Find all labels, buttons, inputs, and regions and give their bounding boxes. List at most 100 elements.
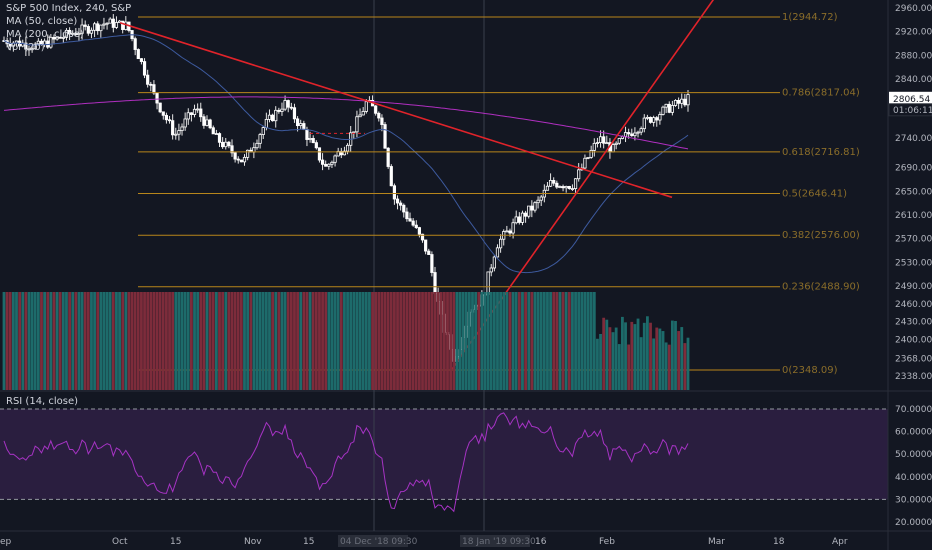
volume-bar <box>680 327 684 390</box>
volume-bar <box>536 292 540 390</box>
candle-body <box>623 132 628 137</box>
volume-bar <box>452 292 456 390</box>
candle-body <box>592 142 596 151</box>
volume-bar <box>208 292 212 390</box>
volume-bar <box>239 292 243 390</box>
candle-body <box>530 205 534 211</box>
fib-level-label: 1(2944.72) <box>782 12 838 23</box>
volume-bar <box>408 292 412 390</box>
candle-body <box>642 117 646 130</box>
volume-bar <box>11 292 15 390</box>
candle-body <box>595 142 600 144</box>
volume-bar <box>602 317 606 390</box>
volume-bar <box>121 292 125 390</box>
candle-body <box>280 108 284 112</box>
volume-bar <box>555 292 559 390</box>
rsi-band <box>0 409 888 500</box>
volume-bar <box>243 292 246 390</box>
volume-bar <box>293 292 296 390</box>
volume-bar <box>174 292 178 390</box>
volume-bar <box>405 292 409 390</box>
volume-bar <box>592 292 596 390</box>
candle-body <box>345 144 350 152</box>
candle-body <box>267 114 272 120</box>
volume-bar <box>180 292 184 390</box>
candle-body <box>214 133 218 135</box>
volume-bar <box>18 292 22 390</box>
candle-body <box>30 48 34 51</box>
volume-bar <box>236 292 240 390</box>
candle-body <box>539 196 543 201</box>
volume-bar <box>677 331 681 390</box>
price-axis-label: 2840.00 <box>895 75 932 85</box>
candle-body <box>83 24 87 27</box>
candle-body <box>314 142 318 149</box>
candle-body <box>364 101 368 112</box>
fib-level-label: 0(2348.09) <box>782 365 838 376</box>
volume-bar <box>674 320 677 390</box>
volume-bar <box>189 292 193 390</box>
volume-bar <box>324 292 328 390</box>
volume-bar <box>546 292 549 390</box>
volume-bar <box>55 292 59 390</box>
volume-bar <box>499 292 503 390</box>
candle-body <box>617 138 621 144</box>
candle-body <box>183 118 187 128</box>
volume-bar <box>502 292 506 390</box>
volume-bar <box>433 292 437 390</box>
volume-bar <box>96 292 100 390</box>
volume-bar <box>136 292 140 390</box>
candle-body <box>55 36 59 40</box>
candle-body <box>146 74 150 85</box>
time-axis-label: 18 <box>773 537 785 547</box>
volume-bar <box>202 292 206 390</box>
volume-bar <box>514 292 518 390</box>
candle-body <box>199 108 203 118</box>
rsi-axis-label: 70.0000 <box>895 405 932 415</box>
volume-bar <box>308 292 312 390</box>
candle-body <box>149 83 153 86</box>
candle-body <box>670 105 674 113</box>
volume-bar <box>389 292 393 390</box>
volume-bar <box>296 292 299 390</box>
volume-bar <box>71 292 75 390</box>
volume-bar <box>105 292 109 390</box>
volume-bar <box>283 292 287 390</box>
candle-body <box>589 149 593 158</box>
candle-body <box>374 105 378 114</box>
volume-bar <box>280 292 284 390</box>
candle-body <box>605 142 609 145</box>
candle-body <box>399 202 403 206</box>
candle-timer-tag <box>888 103 932 117</box>
volume-bar <box>233 292 237 390</box>
candle-body <box>330 161 334 165</box>
candle-body <box>611 144 615 153</box>
volume-bar <box>393 292 396 390</box>
candle-body <box>283 100 287 110</box>
price-axis-label: 2740.00 <box>895 134 932 144</box>
volume-bar <box>621 316 624 390</box>
candle-body <box>361 111 365 116</box>
candle-body <box>196 108 200 111</box>
volume-bar <box>155 292 159 390</box>
candle-body <box>277 109 281 112</box>
candle-body <box>136 49 140 60</box>
candle-body <box>224 141 228 148</box>
candle-body <box>233 152 237 160</box>
volume-bar <box>330 292 334 390</box>
volume-bar <box>93 292 96 390</box>
candle-body <box>499 238 503 249</box>
volume-bar <box>58 292 62 390</box>
candle-body <box>658 114 662 121</box>
volume-bar <box>614 327 618 390</box>
volume-bar <box>439 292 443 390</box>
candle-body <box>52 36 56 40</box>
volume-bar <box>608 327 612 390</box>
volume-bar <box>130 292 134 390</box>
candle-body <box>652 117 656 123</box>
candle-body <box>558 186 562 188</box>
volume-bar <box>539 292 543 390</box>
volume-bar <box>355 292 359 390</box>
volume-bar <box>542 292 546 390</box>
